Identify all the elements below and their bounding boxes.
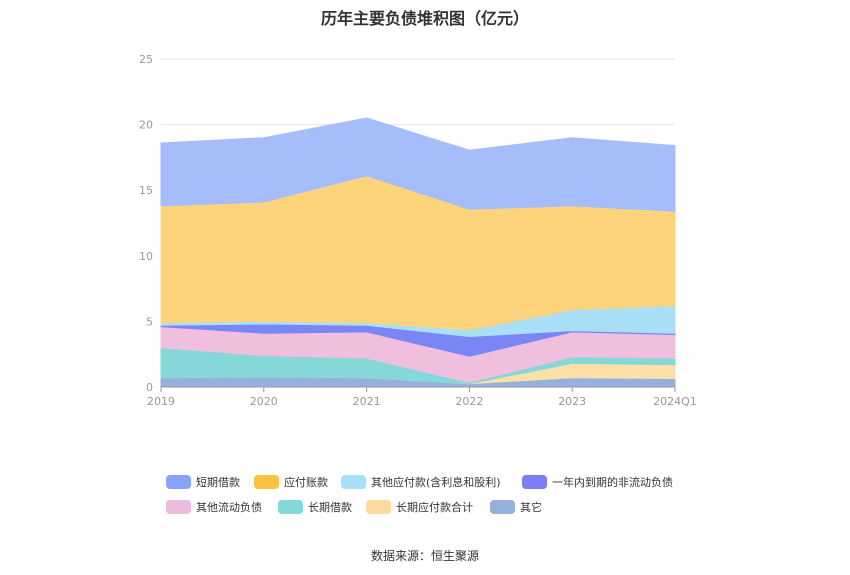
legend-item[interactable]: 应付账款 [254,474,328,490]
legend-label: 长期应付款合计 [396,501,473,514]
legend-item[interactable]: 短期借款 [166,474,240,490]
axes: 0 5 10 15 20 25 2019 2020 2021 2022 2023 2024Q1 [139,53,697,408]
legend-label: 其它 [520,501,542,514]
source-note: 数据来源：恒生聚源 [370,549,479,563]
y-tick-label: 15 [139,184,153,197]
legend-swatch [166,500,191,514]
x-tick-label: 2019 [147,395,175,408]
y-tick-label: 10 [139,250,153,263]
legend-swatch [166,475,191,489]
area-series [160,117,676,388]
legend-label: 长期借款 [308,501,352,514]
x-tick-label: 2024Q1 [653,395,697,408]
legend-label: 其他应付款(含利息和股利) [371,476,501,489]
x-tick-label: 2022 [455,395,483,408]
legend-item[interactable]: 长期应付款合计 [366,499,473,515]
area-series-band[interactable] [160,117,676,212]
legend-item[interactable]: 长期借款 [278,499,352,515]
legend-swatch [341,475,366,489]
legend-item[interactable]: 其他应付款(含利息和股利) [341,474,501,490]
legend-item[interactable]: 一年内到期的非流动负债 [522,474,673,490]
legend-swatch [490,500,515,514]
stacked-area-chart: 0 5 10 15 20 25 2019 2020 2021 2022 2023 2024Q1 [139,53,697,408]
y-tick-label: 20 [139,119,153,132]
legend-swatch [254,475,279,489]
legend-label: 应付账款 [284,476,328,489]
x-tick-label: 2020 [250,395,278,408]
chart-title: 历年主要负债堆积图（亿元） [320,9,529,28]
legend-label: 其他流动负债 [196,501,262,514]
legend-swatch [278,500,303,514]
y-tick-label: 0 [146,381,153,394]
legend-swatch [522,475,547,489]
y-tick-label: 5 [146,315,153,328]
legend-item[interactable]: 其他流动负债 [166,499,262,515]
legend-item[interactable]: 其它 [490,499,542,515]
x-tick-label: 2021 [353,395,381,408]
legend-label: 短期借款 [196,476,240,489]
legend-label: 一年内到期的非流动负债 [552,476,673,489]
x-tick-label: 2023 [558,395,586,408]
legend-swatch [366,500,391,514]
y-tick-label: 25 [139,53,153,66]
